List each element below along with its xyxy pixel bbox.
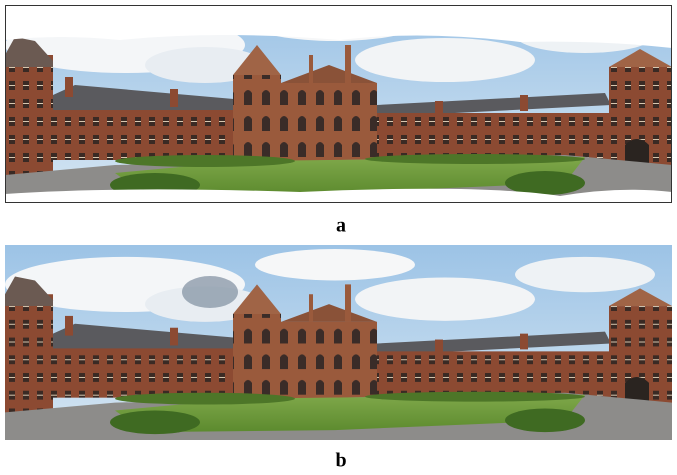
- panel-b: b: [5, 245, 672, 472]
- warp-border: [5, 188, 672, 203]
- panel-label: b: [335, 450, 346, 472]
- panel-a: a: [5, 5, 672, 237]
- warp-border: [5, 5, 672, 48]
- cloud-shadow: [182, 276, 238, 308]
- panel-label: a: [336, 215, 346, 237]
- frame: [5, 5, 672, 203]
- panorama-image: [5, 245, 672, 440]
